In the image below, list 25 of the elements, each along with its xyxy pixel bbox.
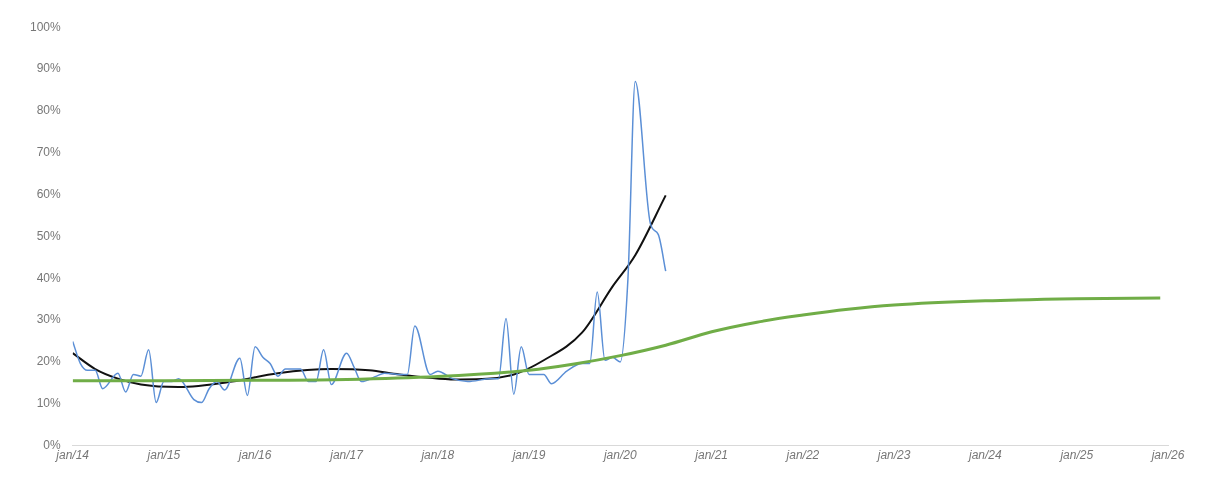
x-tick-label: jan/21 — [693, 448, 729, 463]
x-tick-label: jan/17 — [328, 448, 365, 463]
x-tick-label: jan/22 — [784, 448, 820, 463]
line-series — [72, 194, 667, 389]
x-tick-label: jan/16 — [236, 448, 272, 463]
x-tick-label: jan/25 — [1058, 448, 1094, 463]
x-tick-label: jan/19 — [510, 448, 546, 463]
y-tick-label: 50% — [36, 228, 62, 243]
x-tick-label: jan/18 — [419, 448, 455, 463]
y-tick-label: 40% — [36, 270, 62, 285]
y-tick-label: 90% — [36, 61, 62, 76]
line-series — [72, 296, 1162, 383]
y-tick-label: 30% — [36, 312, 62, 327]
x-tick-label: jan/15 — [145, 448, 181, 463]
x-tick-label: jan/26 — [1149, 448, 1185, 463]
x-tick-label: jan/20 — [601, 448, 637, 463]
y-tick-label: 80% — [36, 103, 62, 118]
line-series — [72, 80, 667, 404]
y-tick-label: 10% — [36, 396, 62, 411]
x-tick-label: jan/24 — [966, 448, 1002, 463]
y-tick-label: 60% — [36, 186, 62, 201]
y-tick-label: 20% — [36, 354, 62, 369]
y-tick-label: 70% — [36, 145, 62, 160]
y-tick-label: 100% — [29, 19, 62, 34]
x-tick-label: jan/23 — [875, 448, 911, 463]
